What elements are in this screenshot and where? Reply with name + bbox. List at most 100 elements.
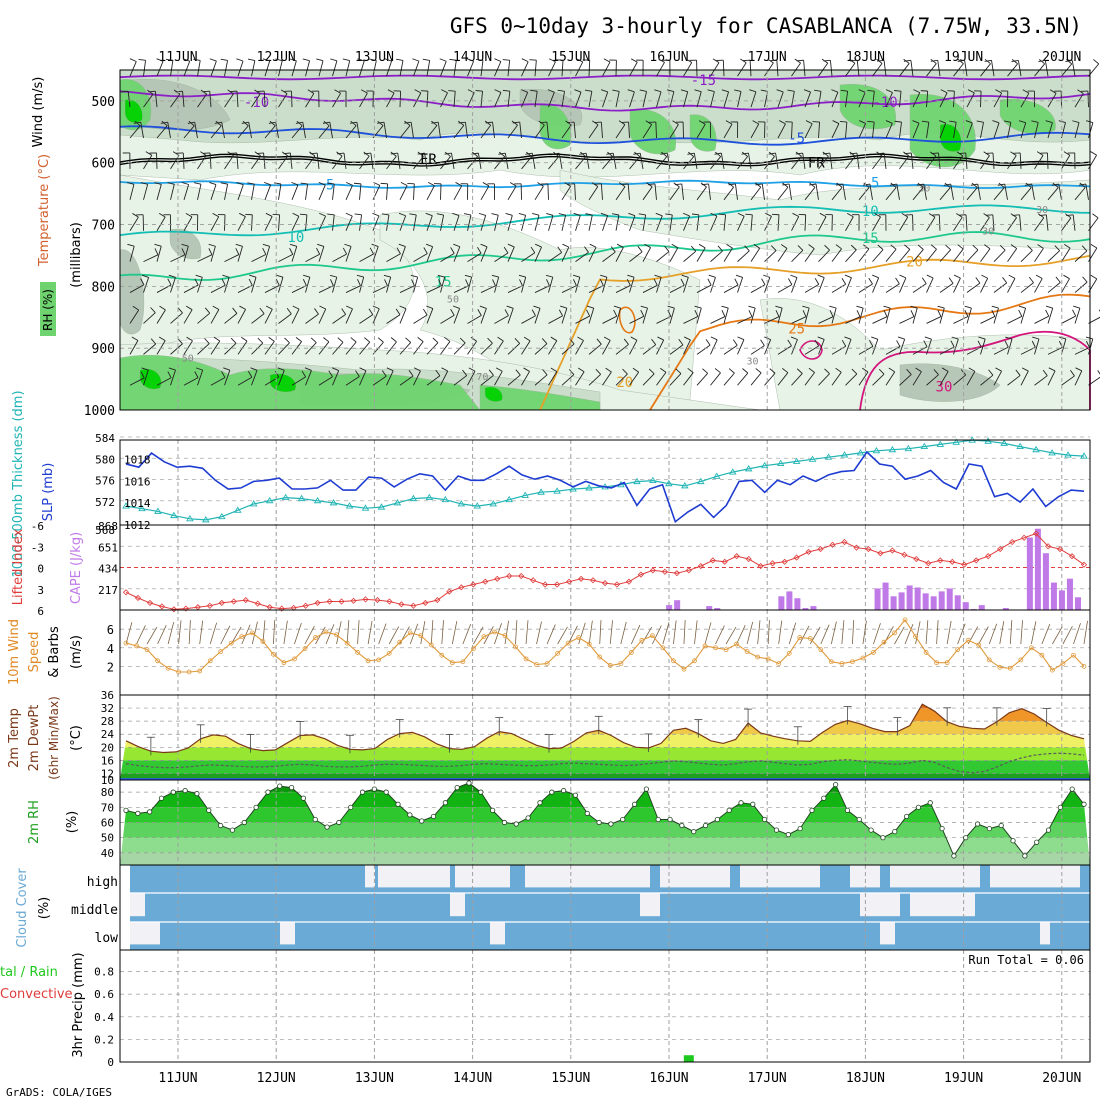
- wind-barb-flag: [356, 274, 364, 278]
- wind-barb-flag: [129, 58, 137, 62]
- wind-barb-flag: [558, 309, 564, 317]
- wind10-marker: [270, 651, 276, 657]
- cape-bar: [1026, 537, 1033, 610]
- wind-barb: [669, 344, 684, 355]
- wind-barb: [602, 340, 611, 355]
- lifted-index-marker: [769, 560, 776, 567]
- wind-barb: [534, 246, 542, 262]
- wind-barb: [696, 307, 702, 324]
- wind-barb-flag: [319, 305, 326, 310]
- wind-barb-flag: [769, 368, 776, 374]
- wind-barb: [926, 277, 934, 293]
- wind10-barb: [851, 620, 855, 645]
- wind-barb: [750, 345, 765, 355]
- wind-barb-flag: [931, 152, 939, 155]
- wind10-marker: [197, 668, 203, 674]
- wind-barb: [170, 60, 174, 77]
- wind-barb: [818, 316, 834, 324]
- wind-barb-flag: [329, 274, 337, 278]
- wind-barb: [939, 92, 948, 108]
- wind-barb: [953, 374, 967, 386]
- wind-barb-flag: [359, 367, 367, 372]
- wind-barb: [842, 183, 846, 200]
- wind-barb: [804, 284, 820, 293]
- wind-barb: [750, 247, 761, 262]
- wind10-barb: [936, 620, 939, 645]
- wind-barb: [966, 249, 979, 262]
- wind10-marker: [776, 661, 782, 666]
- wind-barb: [531, 153, 536, 169]
- wind-barb-flag: [577, 367, 585, 373]
- wind-barb-flag: [503, 246, 509, 254]
- wind10-barb: [430, 620, 434, 645]
- wind10-barb: [694, 620, 698, 645]
- wind10-marker: [355, 650, 361, 655]
- wind-barb-flag: [235, 248, 240, 255]
- cape-tick: 651: [98, 541, 118, 554]
- wind-barb-flag: [940, 89, 948, 94]
- wind-barb: [170, 277, 176, 293]
- wind-barb-flag: [790, 336, 798, 340]
- wind-barb: [521, 252, 536, 263]
- wind-barb-flag: [913, 89, 920, 94]
- wind10-barb: [346, 620, 350, 645]
- wind10-marker: [144, 647, 150, 653]
- cape-bar: [890, 596, 897, 610]
- wind-barb-flag: [491, 213, 499, 216]
- wind-barb: [804, 123, 813, 139]
- wind-barb: [980, 374, 994, 386]
- rh2m-marker: [135, 810, 141, 816]
- wind-barb-flag: [580, 151, 587, 157]
- wind-barb-flag: [182, 58, 190, 62]
- slp-tick: 1014: [124, 497, 151, 510]
- wind-barb: [237, 340, 248, 355]
- wind-barb: [764, 250, 777, 262]
- wind-barb-flag: [280, 89, 288, 94]
- wind-barb: [546, 122, 549, 139]
- wind-barb: [399, 375, 414, 386]
- wind-barb: [521, 92, 529, 108]
- wind-barb: [966, 92, 975, 108]
- wind-barb-flag: [877, 244, 884, 250]
- wind-barb: [993, 187, 1005, 201]
- wind-barb-flag: [431, 120, 438, 126]
- wind10-marker: [523, 656, 529, 662]
- wind-barb-flag: [957, 59, 965, 62]
- wind-barb-flag: [930, 59, 938, 62]
- wind-barb: [720, 153, 725, 169]
- wind10-barb: [778, 620, 783, 645]
- wind-barb-flag: [768, 151, 775, 157]
- wind-barb-flag: [539, 121, 547, 124]
- thickness-marker: [712, 472, 721, 479]
- wind-barb: [734, 183, 738, 200]
- wind10-barb: [767, 620, 770, 645]
- rh2m-marker: [596, 819, 602, 826]
- lifted-index-marker: [997, 546, 1004, 553]
- wind-barb-flag: [232, 307, 238, 314]
- wind-barb: [683, 316, 699, 324]
- rh2m-marker: [762, 816, 768, 823]
- wind-barb-flag: [387, 89, 395, 94]
- wind-barb: [642, 91, 647, 108]
- wind-barb-flag: [1072, 309, 1077, 317]
- cape-bar: [922, 593, 929, 610]
- wind-barb-flag: [263, 181, 271, 186]
- wind-barb: [1047, 250, 1060, 262]
- temp-band: [120, 760, 1090, 774]
- wind-barb-flag: [236, 58, 244, 62]
- wind10-barb: [294, 623, 302, 645]
- wind-barb: [426, 308, 434, 324]
- wind-barb: [1088, 376, 1100, 386]
- wind-barb: [263, 91, 266, 108]
- wind-barb: [575, 315, 590, 324]
- wind10-barb: [925, 620, 929, 645]
- wind-barb-flag: [893, 90, 902, 92]
- wind10-barb: [167, 621, 175, 645]
- lifted-index-marker: [589, 577, 597, 584]
- wind-barb: [278, 370, 285, 386]
- wind-barb: [615, 91, 620, 108]
- wind-barb: [561, 60, 564, 77]
- wind-barb: [818, 216, 827, 231]
- wind-barb-flag: [710, 212, 718, 217]
- wind-barb: [197, 369, 204, 386]
